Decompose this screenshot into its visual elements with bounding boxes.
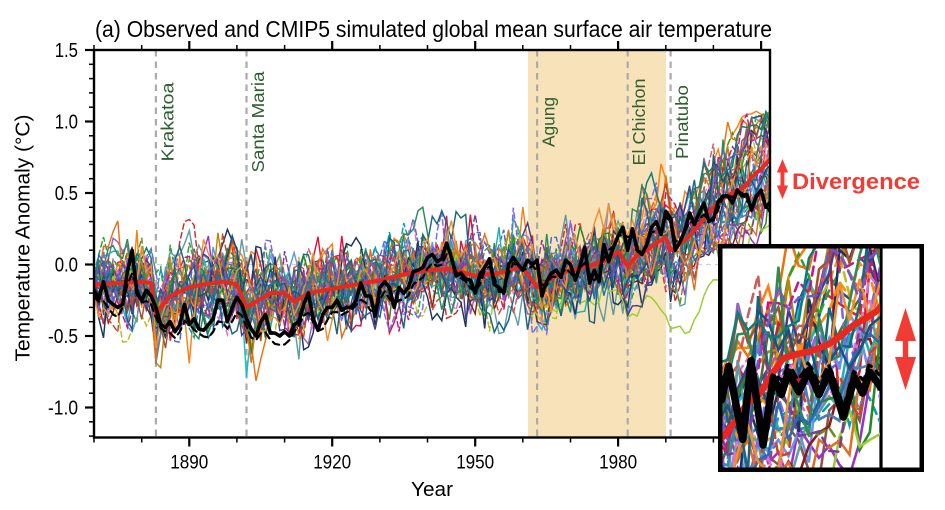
svg-text:0.5: 0.5: [55, 183, 78, 205]
svg-text:-0.5: -0.5: [48, 326, 78, 348]
svg-text:1890: 1890: [170, 452, 208, 474]
svg-text:Agung: Agung: [539, 97, 559, 147]
svg-text:1.0: 1.0: [55, 112, 78, 134]
svg-text:Pinatubo: Pinatubo: [672, 85, 692, 159]
svg-text:1.5: 1.5: [55, 40, 78, 62]
svg-text:0.0: 0.0: [55, 255, 78, 277]
svg-text:Temperature Anomaly (°C): Temperature Anomaly (°C): [12, 114, 35, 361]
svg-text:1920: 1920: [313, 452, 351, 474]
svg-text:1980: 1980: [599, 452, 637, 474]
svg-text:1950: 1950: [456, 452, 494, 474]
svg-text:Krakatoa: Krakatoa: [157, 82, 177, 161]
svg-text:Year: Year: [411, 478, 453, 501]
svg-text:-1.0: -1.0: [48, 398, 78, 420]
svg-text:Divergence: Divergence: [792, 169, 920, 194]
svg-text:(a) Observed and CMIP5 simulat: (a) Observed and CMIP5 simulated global …: [95, 16, 772, 42]
svg-text:Santa Maria: Santa Maria: [248, 71, 268, 172]
svg-text:El Chichon: El Chichon: [629, 79, 649, 166]
